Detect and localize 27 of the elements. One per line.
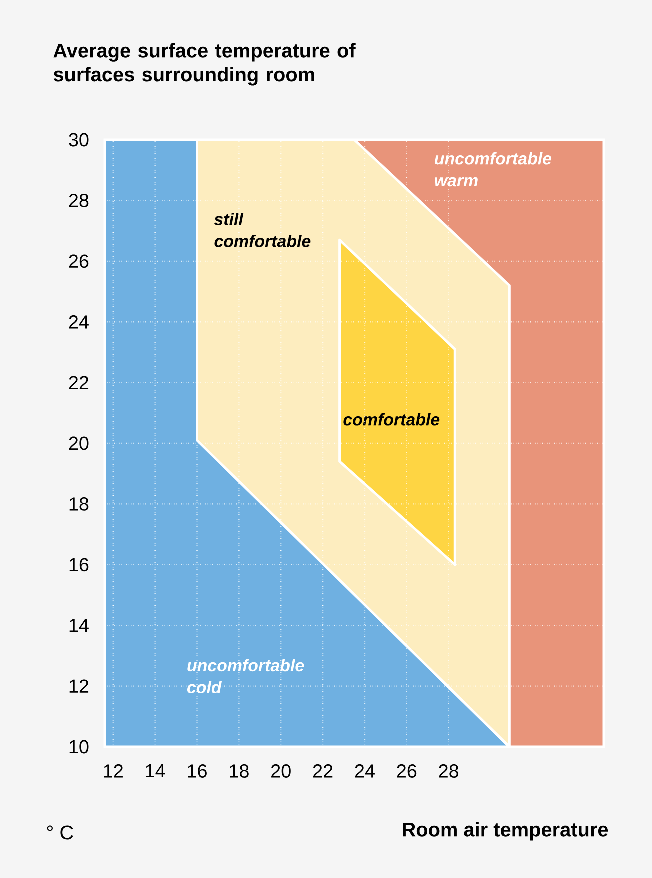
series-label: comfortable xyxy=(344,413,440,426)
y-tick-label: 20 xyxy=(69,436,89,450)
series-label: uncomfortable warm xyxy=(435,152,552,187)
x-tick-label: 18 xyxy=(230,764,249,778)
x-tick-label: 16 xyxy=(188,764,207,778)
y-tick-label: 18 xyxy=(70,498,89,511)
y-tick-label: 16 xyxy=(70,558,89,572)
text: ° C xyxy=(47,826,74,840)
y-tick-label: 14 xyxy=(70,619,89,632)
y-tick-label: 12 xyxy=(70,680,89,693)
y-tick-label: 24 xyxy=(69,316,89,329)
x-tick-label: 28 xyxy=(439,764,459,778)
y-tick-label: 28 xyxy=(69,194,89,208)
y-tick-label: 22 xyxy=(69,376,89,390)
x-tick-label: 20 xyxy=(272,764,291,778)
x-tick-label: 14 xyxy=(146,764,166,778)
series-label: uncomfortable cold xyxy=(187,659,304,694)
x-tick-label: 26 xyxy=(397,764,417,778)
x-axis-title: Room air temperature xyxy=(403,822,608,841)
y-tick-label: 10 xyxy=(70,740,89,754)
x-tick-label: 24 xyxy=(355,764,375,778)
series-label: still comfortable xyxy=(214,213,311,248)
chart-title: Average surface temperature of surfaces surrounding room xyxy=(54,43,356,86)
x-tick-label: 12 xyxy=(104,764,123,778)
x-tick-label: 22 xyxy=(313,764,333,778)
y-tick-label: 26 xyxy=(69,254,89,268)
y-tick-label: 30 xyxy=(69,133,89,147)
